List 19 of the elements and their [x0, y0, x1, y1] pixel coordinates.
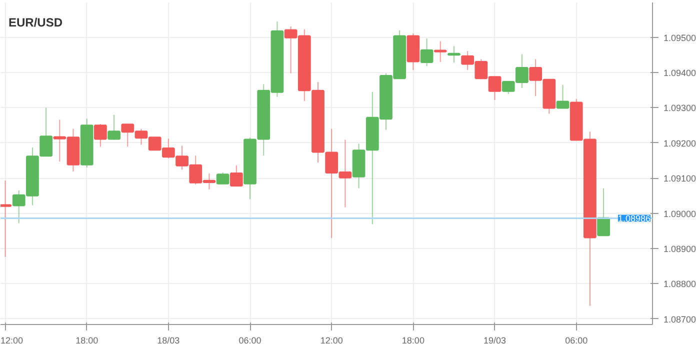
x-tick-label: 06:00 — [238, 336, 262, 346]
x-tick-label: 12:00 — [320, 336, 343, 346]
y-tick-label: 1.09500 — [664, 32, 696, 43]
y-tick-label: 1.09100 — [664, 174, 696, 184]
y-tick-label: 1.09400 — [664, 68, 696, 78]
text: EUR/USD — [8, 16, 63, 30]
x-tick-label: 18/03 — [157, 336, 180, 346]
x-tick-label: 12:00 — [0, 336, 24, 346]
y-tick-label: 1.09300 — [664, 103, 696, 114]
y-tick-label: 1.08700 — [664, 314, 696, 324]
y-tick-label: 1.08900 — [664, 244, 696, 254]
ref-line-label: 1.08986 — [618, 214, 651, 224]
y-tick-label: 1.08800 — [664, 279, 696, 290]
y-tick-label: 1.09000 — [664, 208, 696, 219]
y-tick-label: 1.09200 — [664, 138, 696, 148]
x-tick-label: 19/03 — [484, 336, 506, 346]
x-tick-label: 18:00 — [402, 336, 424, 346]
x-tick-label: 06:00 — [565, 336, 588, 346]
x-tick-label: 18:00 — [76, 336, 98, 346]
